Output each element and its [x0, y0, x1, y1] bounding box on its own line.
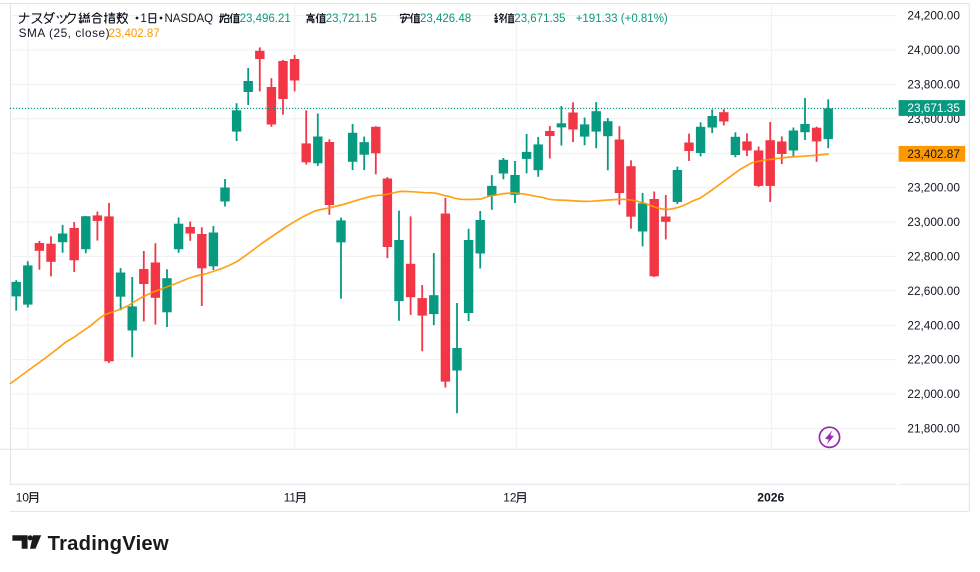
svg-text:24,200.00: 24,200.00	[907, 9, 960, 23]
svg-text:SMA (25, close): SMA (25, close)	[19, 26, 111, 40]
svg-text:22,600.00: 22,600.00	[907, 284, 960, 298]
svg-text:12: 12	[503, 490, 516, 504]
svg-text:+191.33 (+0.81%): +191.33 (+0.81%)	[576, 13, 668, 25]
svg-text:1: 1	[140, 13, 146, 25]
svg-text:23,800.00: 23,800.00	[907, 78, 960, 92]
svg-text:23,000.00: 23,000.00	[907, 215, 960, 229]
svg-text:23,402.87: 23,402.87	[109, 28, 160, 40]
svg-text:23,402.87: 23,402.87	[907, 147, 959, 161]
svg-text:22,800.00: 22,800.00	[907, 250, 960, 264]
svg-text:23,496.21: 23,496.21	[240, 13, 291, 25]
svg-text:2026: 2026	[757, 490, 784, 504]
svg-text:NASDAQ: NASDAQ	[165, 13, 214, 25]
svg-text:22,400.00: 22,400.00	[907, 318, 960, 332]
svg-text:10: 10	[16, 490, 30, 504]
svg-text:23,426.48: 23,426.48	[420, 13, 471, 25]
svg-text:23,671.35: 23,671.35	[514, 13, 565, 25]
svg-text:24,000.00: 24,000.00	[907, 43, 960, 57]
svg-text:23,721.15: 23,721.15	[326, 13, 377, 25]
svg-text:TradingView: TradingView	[48, 533, 169, 555]
svg-text:23,671.35: 23,671.35	[907, 101, 960, 115]
svg-text:22,200.00: 22,200.00	[907, 353, 960, 367]
svg-text:21,800.00: 21,800.00	[907, 422, 960, 436]
svg-text:22,000.00: 22,000.00	[907, 387, 960, 401]
svg-text:23,200.00: 23,200.00	[907, 181, 960, 195]
svg-text:11: 11	[284, 490, 296, 504]
